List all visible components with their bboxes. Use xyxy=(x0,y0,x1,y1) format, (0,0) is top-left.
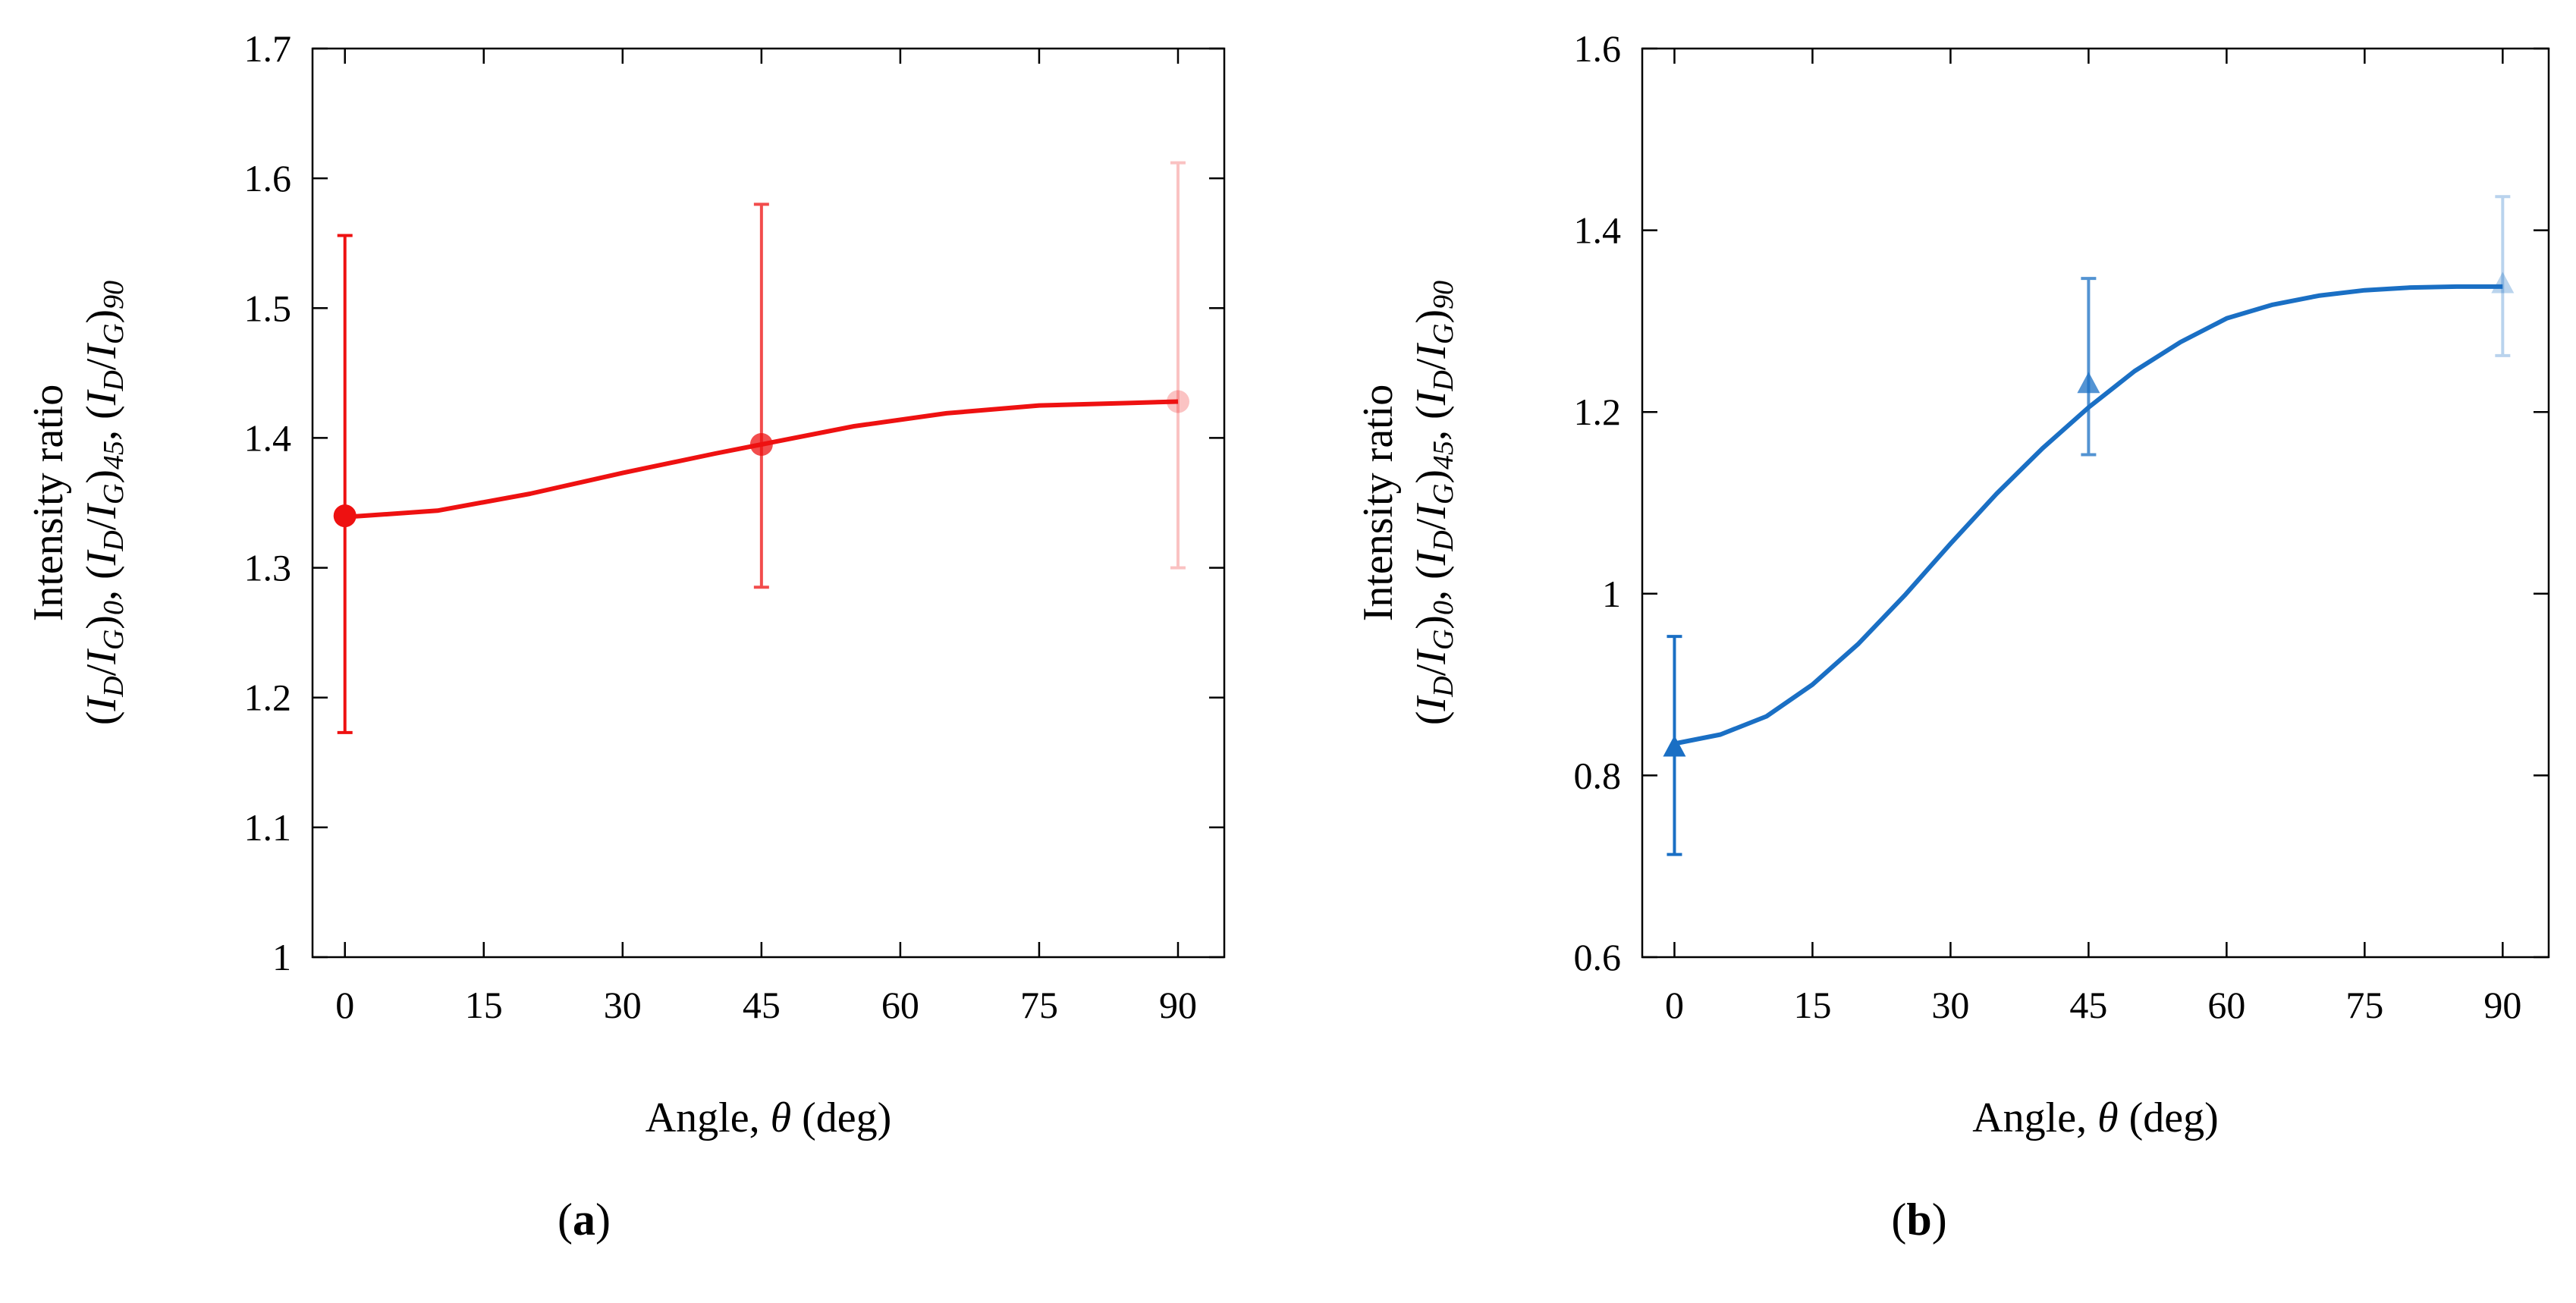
y-axis-title-line1: Intensity ratio xyxy=(1355,385,1402,622)
y-tick-label: 1.6 xyxy=(244,157,292,199)
y-tick-label: 1.6 xyxy=(1574,27,1622,70)
error-bar xyxy=(1170,161,1186,570)
y-tick-label: 1.3 xyxy=(244,547,292,589)
x-tick-label: 45 xyxy=(2069,984,2107,1026)
plot-frame xyxy=(1641,47,2550,959)
data-point xyxy=(2491,272,2515,294)
data-point xyxy=(2077,372,2100,394)
y-tick-label: 0.8 xyxy=(1574,754,1622,796)
panel-label: (a) xyxy=(558,1195,611,1245)
y-tick-label: 1.5 xyxy=(244,287,292,329)
data-point xyxy=(333,504,357,528)
error-bar xyxy=(2495,195,2511,357)
x-tick-label: 75 xyxy=(2345,984,2383,1026)
x-axis-title: Angle, θ (deg) xyxy=(646,1094,892,1141)
data-point xyxy=(1663,735,1686,757)
y-tick-label: 1.4 xyxy=(1574,209,1622,252)
x-axis-title: Angle, θ (deg) xyxy=(1972,1094,2219,1141)
x-tick-label: 90 xyxy=(1159,984,1197,1026)
data-point xyxy=(1166,390,1189,413)
y-tick-label: 1 xyxy=(1602,573,1621,615)
panel-label: (b) xyxy=(1891,1195,1946,1245)
panel-a: 1 1.1 1.2 1.3 1.4 1.5 1.6 1.7 0 15 30 45 60 75 90 Angle… xyxy=(25,27,1226,1245)
y-tick-label: 1.2 xyxy=(1574,391,1622,433)
x-tick-label: 15 xyxy=(465,984,503,1026)
y-tick-label: 1.4 xyxy=(244,416,292,459)
y-axis-title-line1: Intensity ratio xyxy=(25,385,72,622)
x-tick-label: 60 xyxy=(2207,984,2245,1026)
x-tick-label: 45 xyxy=(743,984,781,1026)
panel-b: 0.6 0.8 1 1.2 1.4 1.6 0 15 30 45 60 75 90 Angle, θ (d… xyxy=(1355,27,2550,1245)
x-tick-label: 0 xyxy=(335,984,354,1026)
x-tick-label: 90 xyxy=(2483,984,2521,1026)
y-tick-label: 1.1 xyxy=(244,806,292,849)
plot-frame xyxy=(311,47,1226,959)
error-bar xyxy=(753,203,769,589)
y-axis-title-line2: (ID/IG)0, (ID/IG)45, (ID/IG)90 xyxy=(78,281,130,725)
x-tick-label: 60 xyxy=(881,984,919,1026)
data-point xyxy=(749,432,773,456)
y-axis-title-line2: (ID/IG)0, (ID/IG)45, (ID/IG)90 xyxy=(1408,281,1459,725)
y-tick-label: 0.6 xyxy=(1574,936,1622,978)
x-tick-label: 30 xyxy=(1931,984,1969,1026)
x-tick-label: 30 xyxy=(604,984,642,1026)
x-tick-label: 75 xyxy=(1020,984,1058,1026)
error-bar xyxy=(2081,277,2097,457)
y-tick-label: 1.7 xyxy=(244,27,292,70)
y-tick-label: 1.2 xyxy=(244,677,292,719)
y-tick-label: 1 xyxy=(272,936,291,978)
x-tick-label: 15 xyxy=(1793,984,1831,1026)
error-bar xyxy=(337,234,353,734)
x-tick-label: 0 xyxy=(1665,984,1684,1026)
